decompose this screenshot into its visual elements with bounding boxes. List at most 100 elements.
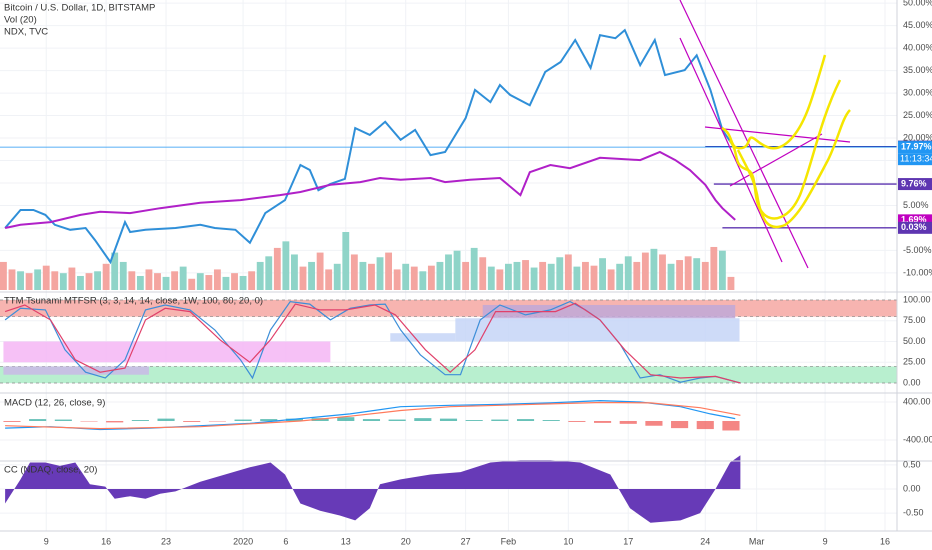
volume-bar [487, 266, 495, 290]
y-tick-label: 75.00 [903, 315, 926, 325]
histogram-bar [671, 420, 689, 429]
trend-line [729, 133, 823, 187]
volume-bar [385, 252, 393, 290]
x-tick-label: 9 [44, 536, 49, 546]
histogram-block [3, 341, 331, 363]
histogram-block [482, 304, 736, 319]
histogram-bar [362, 419, 381, 421]
histogram-bar [568, 420, 586, 422]
x-tick-label: 20 [401, 536, 411, 546]
histogram-bar [516, 419, 535, 421]
volume-bar [539, 261, 547, 290]
volume-bar [376, 257, 384, 290]
y-tick-label: 0.00 [903, 483, 921, 493]
volume-bar [667, 263, 675, 290]
volume-bar [359, 261, 367, 290]
volume-bar [136, 275, 144, 290]
volume-bar [573, 266, 581, 290]
volume-bar [479, 257, 487, 290]
price-tag [898, 141, 932, 154]
histogram-bar [29, 419, 47, 421]
price-tag [898, 221, 932, 234]
histogram-bar [491, 419, 509, 421]
x-tick-label: 9 [823, 536, 828, 546]
x-tick-label: 10 [563, 536, 573, 546]
x-tick-label: 17 [623, 536, 633, 546]
volume-bar [616, 263, 624, 290]
price-tag-label: 0.03% [901, 222, 927, 232]
volume-bar [590, 265, 598, 290]
volume-bar [436, 261, 444, 290]
volume-bar [462, 261, 470, 290]
volume-bar [102, 263, 110, 290]
y-tick-label: 25.00 [903, 357, 926, 367]
histogram-bar [3, 420, 21, 422]
histogram-bar [106, 420, 124, 423]
volume-bar [299, 266, 307, 290]
line [4, 28, 737, 265]
volume-bar [325, 269, 333, 290]
volume-bar [231, 273, 238, 290]
volume-bar [77, 275, 84, 290]
histogram-bar [260, 419, 278, 421]
volume-bar [171, 271, 179, 290]
volume-bar [342, 232, 350, 290]
y-tick-label: 35.00% [903, 65, 932, 75]
volume-bar [727, 276, 735, 290]
y-tick-label: 45.00% [903, 20, 932, 30]
volume-bar [718, 250, 726, 290]
y-tick-label: -5.00% [903, 245, 932, 255]
y-tick-label: 5.00% [903, 200, 929, 210]
volume-bar [59, 273, 67, 290]
legend-title: MACD (12, 26, close, 9) [4, 398, 105, 409]
volume-bar [607, 269, 615, 290]
histogram-bar [439, 418, 458, 421]
line [5, 401, 741, 430]
volume-bar [273, 247, 281, 290]
volume-bar [599, 258, 606, 290]
y-tick-label: 400.00 [903, 396, 931, 406]
histogram-bar [542, 420, 560, 421]
volume-bar [265, 256, 273, 290]
volume-bar [308, 261, 315, 290]
trend-line [679, 37, 783, 263]
histogram-bar [285, 418, 303, 421]
histogram-bar [131, 420, 149, 421]
histogram-bar [696, 420, 714, 430]
volume-bar [624, 256, 632, 290]
countdown: 11:13:34 [900, 154, 932, 164]
x-tick-label: Feb [501, 536, 517, 546]
volume-bar [633, 261, 641, 290]
x-tick-label: 27 [461, 536, 471, 546]
volume-bar [85, 273, 93, 290]
y-tick-label: 0.00 [903, 377, 921, 387]
histogram-block [455, 318, 740, 342]
histogram-block [3, 366, 149, 375]
volume-bar [556, 257, 564, 290]
price-tag [898, 178, 932, 191]
volume-bar [179, 266, 187, 290]
legend-title: TTM Tsunami MTFSR (3, 3, 14, 14, close, … [4, 296, 263, 307]
volume-bar [470, 247, 478, 290]
histogram-bar [157, 418, 175, 421]
volume-bar [504, 263, 512, 290]
line [4, 150, 736, 229]
legend-entry: NDX, TVC [4, 27, 48, 38]
volume-bar [701, 261, 709, 290]
y-tick-label: -0.50 [903, 507, 924, 517]
volume-bar [162, 276, 170, 290]
histogram-bar [645, 420, 663, 426]
histogram-bar [619, 420, 637, 424]
x-tick-label: 13 [341, 536, 351, 546]
histogram-bar [234, 419, 252, 421]
volume-bar [410, 266, 418, 290]
drawing [728, 79, 842, 220]
x-tick-label: 16 [101, 536, 111, 546]
volume-bar [547, 263, 555, 290]
volume-bar [522, 260, 529, 290]
x-tick-label: 23 [161, 536, 171, 546]
volume-bar [710, 246, 718, 290]
area [5, 455, 741, 523]
x-tick-label: Mar [749, 536, 765, 546]
y-tick-label: 20.00% [903, 132, 932, 142]
